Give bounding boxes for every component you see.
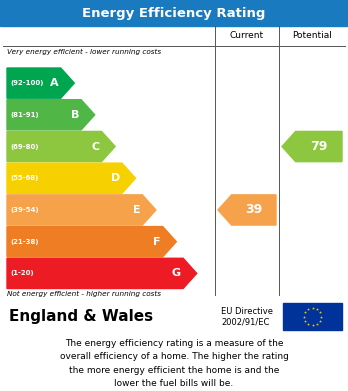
Bar <box>3 26 345 295</box>
Text: (1-20): (1-20) <box>10 271 34 276</box>
Text: A: A <box>50 78 59 88</box>
Polygon shape <box>7 226 176 257</box>
Text: Current: Current <box>230 32 264 41</box>
Bar <box>0 0 348 26</box>
Text: G: G <box>172 268 181 278</box>
Text: D: D <box>111 173 120 183</box>
Text: Not energy efficient - higher running costs: Not energy efficient - higher running co… <box>7 291 161 297</box>
Text: (21-38): (21-38) <box>10 239 39 245</box>
Polygon shape <box>7 131 115 161</box>
Text: F: F <box>153 237 161 247</box>
Text: B: B <box>71 110 79 120</box>
Text: (55-68): (55-68) <box>10 175 38 181</box>
Text: (69-80): (69-80) <box>10 143 39 149</box>
Polygon shape <box>7 68 74 98</box>
Text: Very energy efficient - lower running costs: Very energy efficient - lower running co… <box>7 49 161 55</box>
Text: Potential: Potential <box>292 32 332 41</box>
Text: (92-100): (92-100) <box>10 80 44 86</box>
Polygon shape <box>7 163 135 194</box>
Bar <box>283 303 342 330</box>
Text: England & Wales: England & Wales <box>9 309 153 324</box>
Text: The energy efficiency rating is a measure of the
overall efficiency of a home. T: The energy efficiency rating is a measur… <box>60 339 288 388</box>
Polygon shape <box>7 195 156 225</box>
Text: 79: 79 <box>310 140 327 153</box>
Polygon shape <box>7 258 197 289</box>
Polygon shape <box>7 100 95 130</box>
Text: EU Directive
2002/91/EC: EU Directive 2002/91/EC <box>221 307 273 326</box>
Text: (81-91): (81-91) <box>10 112 39 118</box>
Text: C: C <box>92 142 100 152</box>
Text: Energy Efficiency Rating: Energy Efficiency Rating <box>82 7 266 20</box>
Text: E: E <box>133 205 140 215</box>
Polygon shape <box>282 131 342 161</box>
Bar <box>3 295 345 338</box>
Text: (39-54): (39-54) <box>10 207 39 213</box>
Text: 39: 39 <box>245 203 262 217</box>
Polygon shape <box>218 195 276 225</box>
